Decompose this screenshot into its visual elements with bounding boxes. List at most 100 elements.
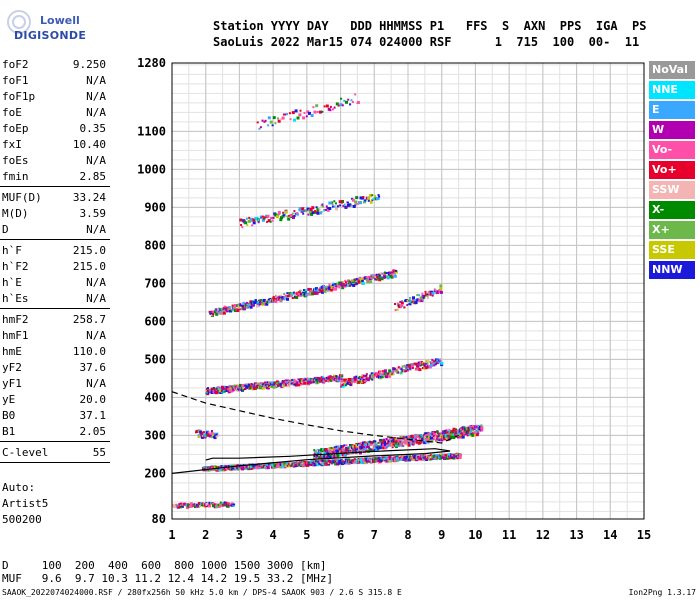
echo-point [281, 297, 284, 300]
echo-point [269, 463, 272, 466]
echo-point [249, 467, 253, 470]
echo-point [281, 380, 285, 384]
echo-point [304, 378, 307, 381]
echo-point [322, 205, 325, 208]
echo-point [245, 217, 248, 220]
echo-point [390, 440, 393, 443]
echo-point [373, 376, 376, 379]
echo-point [406, 304, 409, 306]
echo-point [286, 292, 289, 295]
echo-point [247, 467, 251, 471]
echo-point [378, 195, 381, 198]
echo-point [287, 384, 291, 388]
echo-point [232, 384, 235, 387]
echo-point [267, 298, 270, 301]
echo-point [358, 451, 362, 455]
echo-point [413, 437, 416, 440]
echo-point [342, 450, 345, 453]
echo-point [326, 207, 330, 211]
echo-point [426, 295, 429, 297]
echo-point [435, 292, 438, 295]
echo-point [278, 296, 281, 299]
echo-point [355, 458, 358, 461]
echo-point [451, 456, 454, 459]
echo-point [424, 432, 428, 436]
echo-point [333, 106, 336, 109]
echo-point [269, 301, 272, 303]
echo-point [402, 444, 405, 447]
echo-point [457, 432, 461, 436]
echo-point [180, 504, 183, 507]
echo-point [414, 455, 417, 457]
echo-point [195, 430, 199, 433]
echo-point [313, 380, 316, 383]
echo-point [352, 445, 355, 448]
echo-point [242, 387, 246, 391]
echo-point [303, 289, 305, 291]
echo-point [434, 436, 438, 440]
echo-point [284, 382, 287, 385]
echo-point [436, 432, 439, 435]
echo-point [201, 431, 204, 434]
echo-point [286, 464, 289, 467]
echo-point [286, 462, 289, 465]
echo-point [315, 460, 317, 463]
echo-point [396, 308, 399, 311]
echo-point [401, 436, 404, 439]
echo-point [293, 291, 296, 294]
echo-point [237, 385, 240, 388]
param-row: yE 20.0 [0, 392, 110, 408]
echo-point [257, 219, 260, 222]
echo-point [385, 445, 388, 448]
echo-point [328, 283, 331, 286]
echo-point [387, 440, 390, 443]
echo-point [245, 385, 248, 388]
echo-point [384, 441, 386, 444]
echo-point [395, 444, 398, 447]
echo-point [202, 431, 205, 434]
echo-point [266, 466, 270, 470]
echo-point [424, 362, 428, 366]
echo-point [286, 295, 289, 297]
echo-point [272, 385, 276, 389]
echo-point [293, 379, 296, 382]
echo-point [443, 437, 447, 441]
echo-point [345, 381, 348, 383]
echo-point [314, 211, 317, 214]
echo-point [387, 457, 390, 460]
echo-point [222, 387, 225, 391]
echo-point [251, 224, 254, 227]
echo-point [272, 296, 275, 298]
echo-point [420, 299, 424, 302]
param-name: yF1 [2, 377, 22, 390]
echo-point [363, 200, 366, 204]
echo-point [289, 118, 292, 121]
x-tick-label: 15 [637, 528, 651, 542]
echo-point [224, 306, 227, 309]
echo-point [261, 300, 264, 303]
echo-point [420, 363, 423, 366]
echo-point [266, 384, 269, 387]
echo-point [347, 445, 350, 448]
param-row: D N/A [0, 222, 110, 238]
echo-point [286, 215, 289, 218]
echo-point [440, 435, 443, 438]
echo-point [181, 505, 184, 508]
echo-point [200, 435, 204, 439]
echo-point [327, 378, 330, 381]
echo-point [355, 375, 358, 378]
echo-point [435, 457, 438, 460]
echo-point [453, 431, 456, 434]
echo-point [349, 459, 352, 462]
echo-point [448, 432, 451, 435]
param-name: foF2 [2, 58, 29, 71]
echo-point [470, 425, 473, 428]
echo-point [338, 286, 341, 289]
echo-point [424, 366, 428, 370]
echo-point [391, 373, 394, 376]
param-name: hmE [2, 345, 22, 358]
param-separator [0, 239, 110, 242]
echo-point [375, 273, 378, 276]
echo-point [286, 461, 289, 464]
echo-point [290, 382, 293, 385]
